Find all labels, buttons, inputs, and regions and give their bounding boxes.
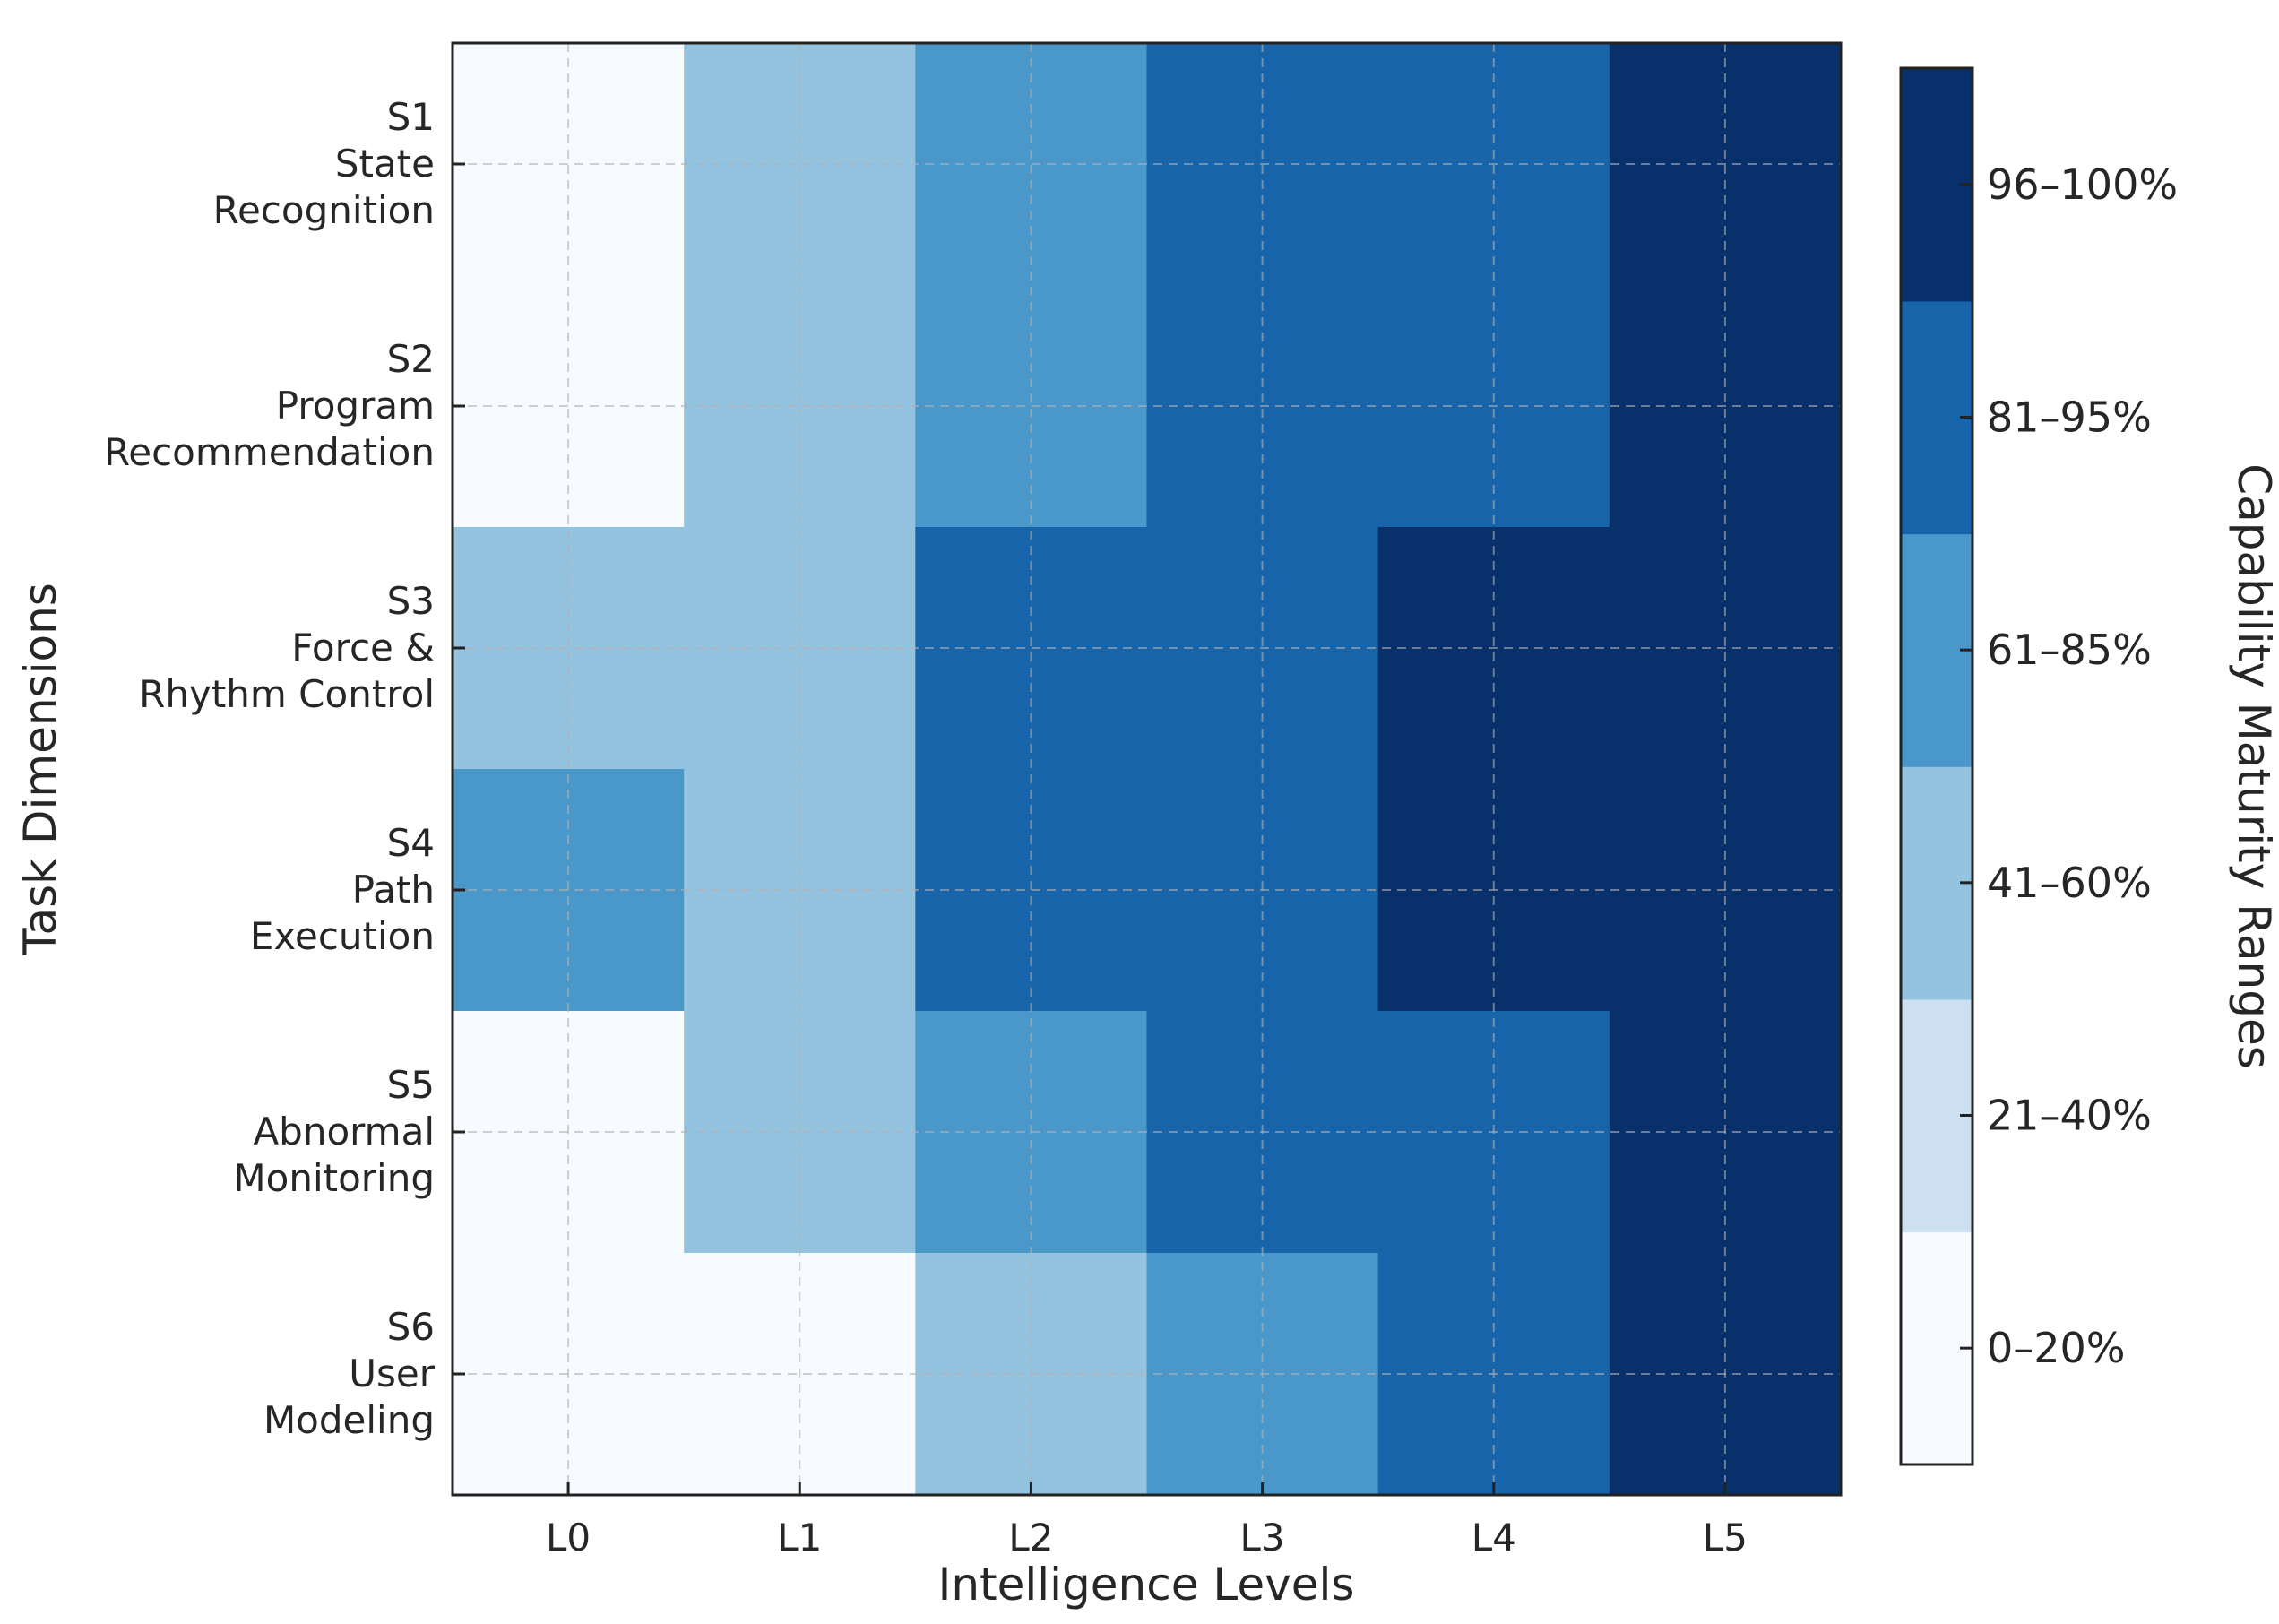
heatmap-cells [453, 43, 1842, 1496]
y-tick-label-line: S5 [387, 1063, 435, 1107]
x-tick-label: L2 [1008, 1516, 1053, 1559]
y-tick-label-line: S4 [387, 821, 435, 865]
y-tick-label-line: Force & [291, 626, 435, 669]
y-tick-label-line: Program [276, 384, 435, 428]
y-tick-label-line: S6 [387, 1305, 435, 1349]
y-tick-label-line: S1 [387, 95, 435, 139]
x-tick-label: L5 [1703, 1516, 1748, 1559]
y-tick-label-line: Recommendation [104, 430, 435, 474]
colorbar-tick-label: 61–85% [1987, 626, 2152, 674]
x-axis-ticks: L0 L1 L2 L3 L4 L5 [546, 1482, 1748, 1559]
colorbar-title: Capability Maturity Ranges [2228, 463, 2279, 1069]
x-tick-label: L1 [777, 1516, 822, 1559]
y-tick-label-line: Monitoring [233, 1156, 435, 1200]
x-tick-label: L4 [1472, 1516, 1516, 1559]
y-tick-label-line: State [335, 142, 435, 186]
x-tick-label: L0 [546, 1516, 591, 1559]
y-tick-label-line: Recognition [213, 188, 435, 232]
colorbar-labels: 0–20% 21–40% 41–60% 61–85% 81–95% 96–100% [1960, 160, 2178, 1372]
colorbar-tick-label: 0–20% [1987, 1324, 2126, 1372]
colorbar-tick-label: 81–95% [1987, 393, 2152, 442]
colorbar-frame [1899, 66, 1974, 1466]
y-tick-label-line: S2 [387, 337, 435, 381]
colorbar-tick-label: 41–60% [1987, 859, 2152, 907]
y-tick-label-line: Rhythm Control [139, 672, 435, 716]
colorbar-tick-label: 96–100% [1987, 160, 2178, 209]
y-axis-title: Task Dimensions [14, 583, 66, 956]
x-tick-label: L3 [1240, 1516, 1285, 1559]
y-tick-label-line: User [349, 1352, 435, 1395]
y-tick-label-line: S3 [387, 579, 435, 623]
colorbar [1901, 68, 1973, 1465]
y-tick-label-line: Path [352, 868, 435, 911]
grid-lines [453, 43, 1841, 1495]
x-axis-title: Intelligence Levels [938, 1559, 1355, 1611]
colorbar-tick-label: 21–40% [1987, 1092, 2152, 1140]
y-tick-label-line: Modeling [263, 1398, 435, 1442]
plot-frame [451, 41, 1843, 1497]
y-tick-label-line: Abnormal [253, 1110, 435, 1153]
y-tick-label-line: Execution [250, 914, 435, 958]
